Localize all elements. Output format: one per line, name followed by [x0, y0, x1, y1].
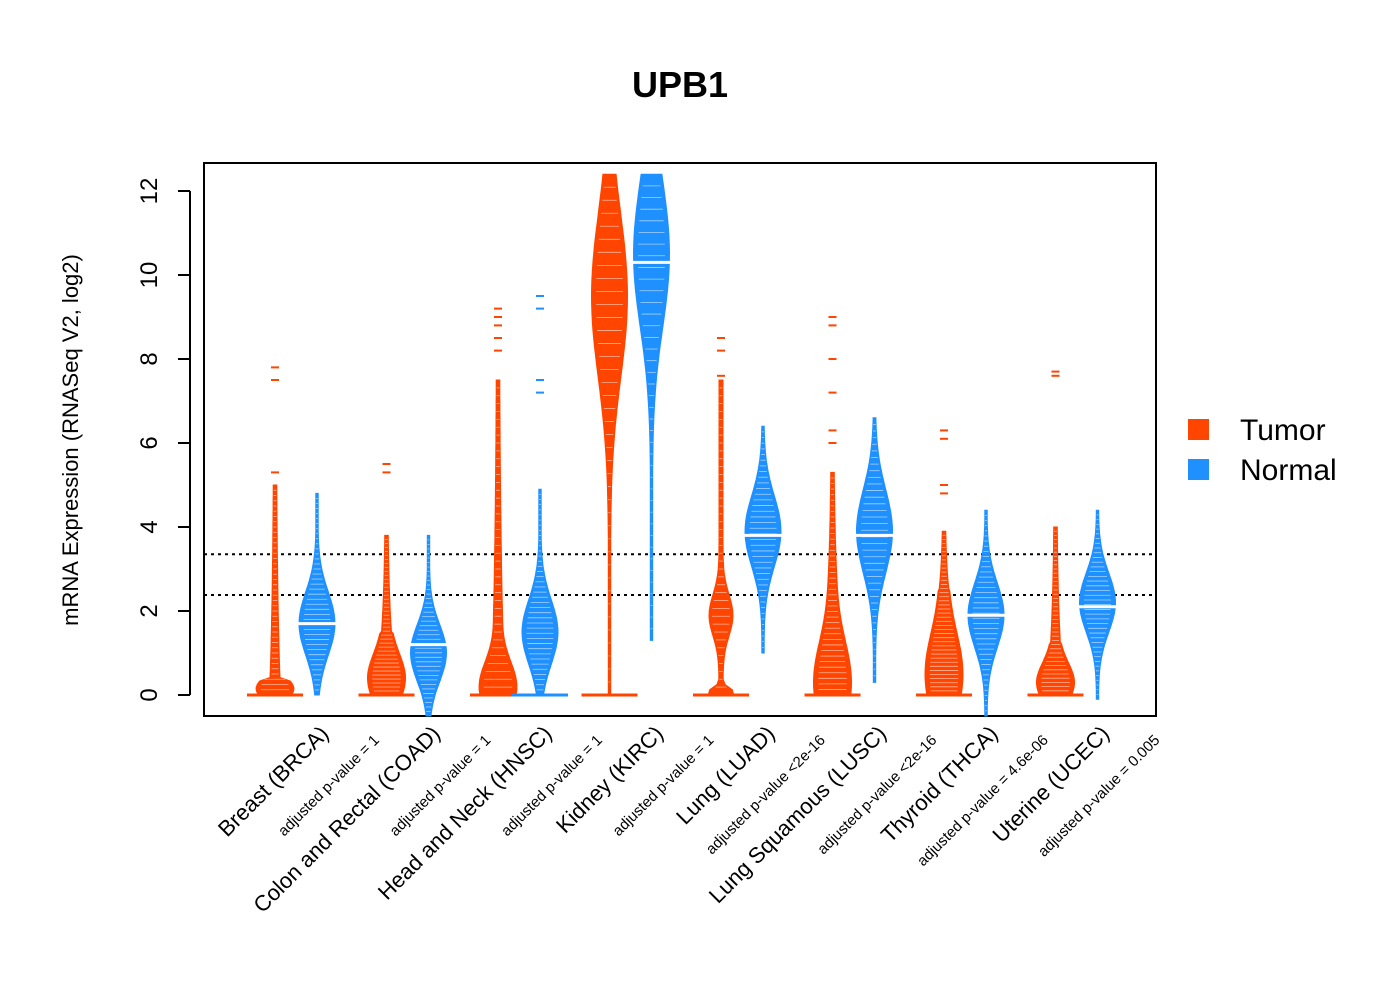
y-tick-label: 12: [136, 178, 163, 205]
category-label: Lung (LUAD): [671, 721, 779, 829]
legend: Tumor Normal: [1188, 414, 1337, 487]
plot-frame: [203, 162, 1157, 717]
y-axis: 0 2 4 6 8 10 12: [136, 178, 191, 702]
y-axis-label: mRNA Expression (RNASeq V2, log2): [58, 254, 83, 626]
y-tick-label: 8: [136, 352, 163, 365]
legend-label: Normal: [1240, 454, 1337, 487]
legend-swatch: [1188, 419, 1209, 440]
y-tick-label: 0: [136, 688, 163, 701]
y-tick-label: 4: [136, 520, 163, 533]
plot-area: [203, 162, 1157, 717]
category-label: Breast (BRCA): [213, 721, 334, 842]
y-tick-label: 10: [136, 262, 163, 289]
y-tick-label: 6: [136, 436, 163, 449]
chart-title: UPB1: [632, 64, 728, 105]
legend-swatch: [1188, 459, 1209, 480]
legend-label: Tumor: [1240, 414, 1326, 447]
y-tick-label: 2: [136, 604, 163, 617]
